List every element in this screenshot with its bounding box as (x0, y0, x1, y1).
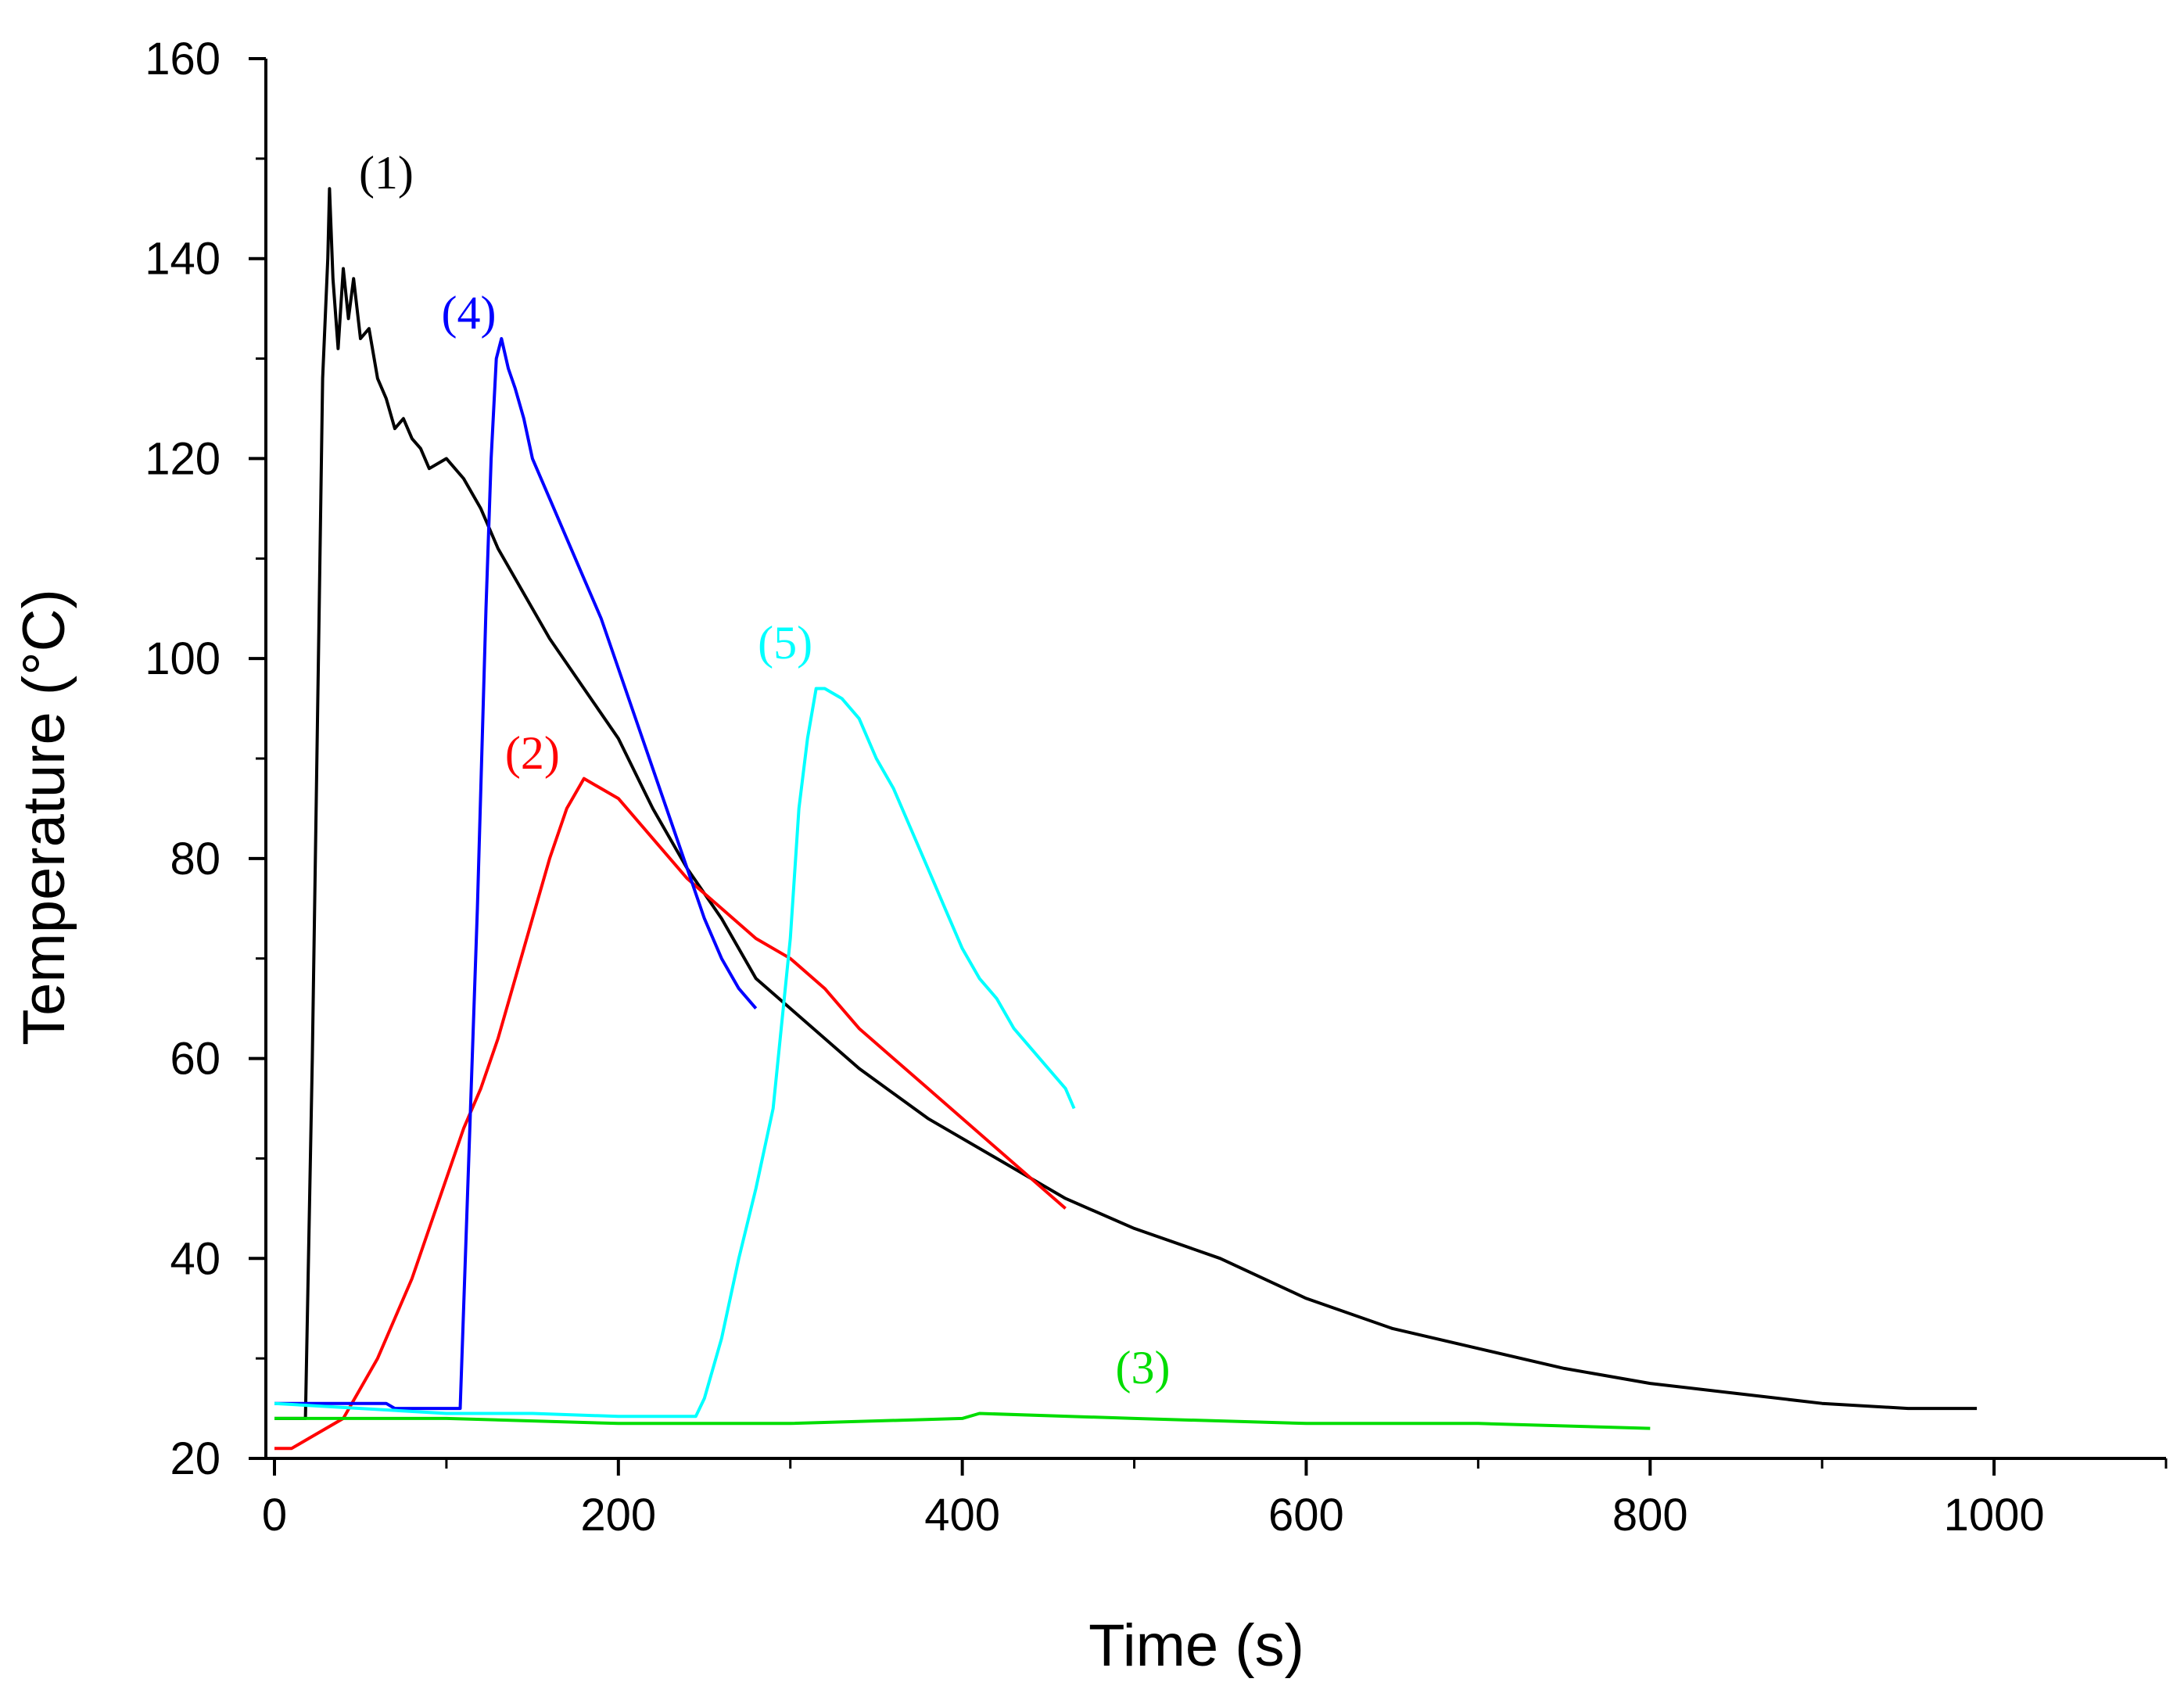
series-line-1 (274, 187, 1978, 1420)
y-tick-label: 120 (145, 433, 221, 484)
x-tick-label: 400 (924, 1490, 1000, 1541)
x-tick-label: 1000 (1944, 1490, 2045, 1541)
series-line-3 (274, 1411, 1651, 1430)
x-tick-label: 0 (262, 1490, 287, 1541)
y-tick-label: 40 (170, 1233, 221, 1284)
series-line-4 (274, 337, 758, 1411)
x-tick-label: 200 (580, 1490, 656, 1541)
series-labels: (1) (2) (3) (4) (5) (359, 147, 1171, 1393)
x-axis-title: Time (s) (1088, 1612, 1304, 1679)
y-tick-label: 80 (170, 834, 221, 884)
series-line-5 (274, 687, 1076, 1419)
y-tick-label: 20 (170, 1433, 221, 1484)
series-label-5: (5) (758, 617, 812, 669)
y-tick-label: 60 (170, 1034, 221, 1085)
series-label-1: (1) (359, 147, 414, 199)
y-tick-label: 100 (145, 633, 221, 684)
y-tick-label: 140 (145, 234, 221, 285)
ticks: 0 200 400 600 800 1000 20 40 60 80 100 120 140 160 (145, 34, 2168, 1541)
series-label-2: (2) (505, 727, 560, 779)
x-tick-label: 600 (1268, 1490, 1344, 1541)
y-axis-title: Temperature (°C) (11, 589, 77, 1046)
series-label-3: (3) (1116, 1342, 1171, 1393)
y-tick-label: 160 (145, 34, 221, 84)
series-layer (274, 187, 1978, 1451)
series-line-2 (274, 777, 1067, 1451)
x-tick-label: 800 (1612, 1490, 1688, 1541)
series-label-4: (4) (442, 287, 497, 339)
